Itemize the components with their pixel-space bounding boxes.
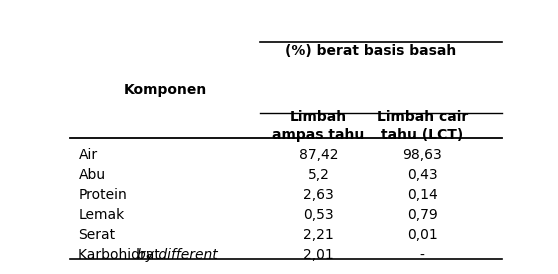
Text: 0,53: 0,53 bbox=[303, 209, 334, 222]
Text: 2,01: 2,01 bbox=[303, 249, 334, 262]
Text: 87,42: 87,42 bbox=[299, 148, 338, 162]
Text: 98,63: 98,63 bbox=[402, 148, 442, 162]
Text: 0,14: 0,14 bbox=[407, 188, 437, 202]
Text: Serat: Serat bbox=[78, 229, 116, 242]
Text: 2,21: 2,21 bbox=[303, 229, 334, 242]
Text: Limbah cair
tahu (LCT): Limbah cair tahu (LCT) bbox=[377, 110, 468, 142]
Text: (%) berat basis basah: (%) berat basis basah bbox=[285, 44, 456, 58]
Text: 0,79: 0,79 bbox=[407, 209, 437, 222]
Text: Air: Air bbox=[78, 148, 98, 162]
Text: -: - bbox=[420, 249, 425, 262]
Text: by different: by different bbox=[137, 249, 217, 262]
Text: 0,01: 0,01 bbox=[407, 229, 437, 242]
Text: 5,2: 5,2 bbox=[307, 168, 329, 182]
Text: Karbohidrat: Karbohidrat bbox=[78, 249, 165, 262]
Text: Komponen: Komponen bbox=[123, 83, 206, 97]
Text: 2,63: 2,63 bbox=[303, 188, 334, 202]
Text: 0,43: 0,43 bbox=[407, 168, 437, 182]
Text: Lemak: Lemak bbox=[78, 209, 124, 222]
Text: Abu: Abu bbox=[78, 168, 105, 182]
Text: Limbah
ampas tahu: Limbah ampas tahu bbox=[272, 110, 364, 142]
Text: Protein: Protein bbox=[78, 188, 127, 202]
